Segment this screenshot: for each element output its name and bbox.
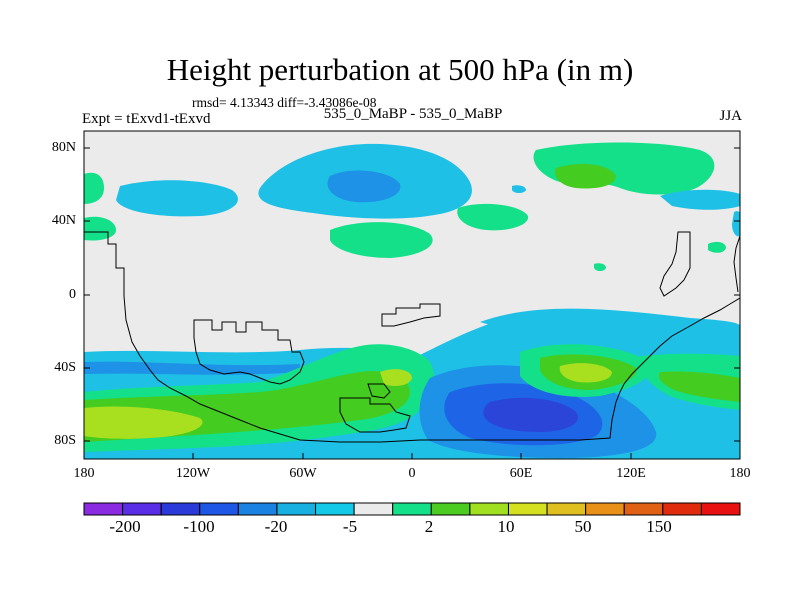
contour-north-lightblue-small xyxy=(512,185,526,193)
colorbar-label-neg5: -5 xyxy=(342,517,358,536)
contour-north-teal-left xyxy=(84,172,104,204)
lon-tick-0: 0 xyxy=(408,466,416,481)
contour-south-yellowgreen-2 xyxy=(380,369,412,386)
contour-field xyxy=(84,131,740,459)
contour-north-teal-pacific xyxy=(330,222,433,258)
contour-north-darkgreen-arctic xyxy=(554,163,616,189)
contour-south-darkblue-core xyxy=(483,397,579,432)
colorbar-label-neg100: -100 xyxy=(183,517,215,536)
contour-north-lightblue-right xyxy=(660,189,740,210)
lat-tick-0: 0 xyxy=(69,287,76,302)
coastline-island-3 xyxy=(367,383,391,399)
contour-indian-yellowgreen xyxy=(559,363,612,383)
colorbar-label-2: 2 xyxy=(424,517,434,536)
contour-north-midblue-pacific xyxy=(327,170,401,203)
coastline-island-1 xyxy=(381,303,441,327)
coastline-left-landmass xyxy=(84,231,740,443)
case-label: 535_0_MaBP - 535_0_MaBP xyxy=(323,106,503,122)
rmsd-diff-stats: rmsd= 4.13343 diff=-3.43086e-08 xyxy=(192,95,377,110)
coastline-small-continent xyxy=(193,319,305,385)
coastline-island-2 xyxy=(339,397,411,433)
lon-tick-180-left: 180 xyxy=(73,466,95,481)
lat-tick-40s: 40S xyxy=(54,360,76,375)
contour-north-teal-right xyxy=(708,241,726,253)
colorbar-swatch xyxy=(623,502,664,516)
lon-tick-120w: 120W xyxy=(175,466,211,481)
colorbar-swatch xyxy=(199,502,239,516)
contour-north-lightblue-right-2 xyxy=(732,211,740,237)
colorbar-swatch xyxy=(585,502,625,516)
colorbar-swatch xyxy=(276,502,317,516)
coastline-right-peninsula xyxy=(659,231,691,297)
colorbar-swatch xyxy=(315,502,355,516)
colorbar-swatch xyxy=(700,502,741,516)
coastlines xyxy=(84,231,740,443)
colorbar-swatch xyxy=(430,502,471,516)
colorbar-swatch xyxy=(160,502,201,516)
contour-north-lightblue-left xyxy=(116,180,238,217)
lat-tick-80n: 80N xyxy=(51,140,76,155)
lon-tick-marks xyxy=(83,453,741,459)
contour-north-teal-mid xyxy=(457,203,529,231)
colorbar-swatch xyxy=(392,502,432,516)
lat-tick-marks xyxy=(84,147,740,442)
lon-tick-180-right: 180 xyxy=(729,466,751,481)
colorbar xyxy=(83,502,741,516)
colorbar-swatch xyxy=(507,502,548,516)
contour-south-yellowgreen xyxy=(84,406,203,439)
colorbar-label-neg20: -20 xyxy=(264,517,288,536)
contour-south-green-right xyxy=(658,371,740,402)
colorbar-label-150: 150 xyxy=(646,517,672,536)
contour-north-teal-small xyxy=(594,263,606,271)
lat-tick-40n: 40N xyxy=(51,213,76,228)
colorbar-swatch xyxy=(237,502,278,516)
colorbar-swatch xyxy=(83,502,124,516)
coastline-right-edge xyxy=(733,235,740,293)
lon-tick-120e: 120E xyxy=(616,466,646,481)
colorbar-swatch xyxy=(662,502,702,516)
colorbar-swatch xyxy=(122,502,162,516)
colorbar-label-50: 50 xyxy=(574,517,592,536)
contour-south-lightblue-upper xyxy=(480,308,740,340)
colorbar-label-neg200: -200 xyxy=(109,517,141,536)
map-title: Height perturbation at 500 hPa (in m) xyxy=(166,52,634,87)
colorbar-swatch xyxy=(353,502,394,516)
colorbar-swatch xyxy=(469,502,509,516)
contour-south-midblue-left xyxy=(84,361,300,375)
experiment-label: Expt = tExvd1-tExvd xyxy=(82,111,211,127)
season-label: JJA xyxy=(719,108,742,124)
colorbar-label-10: 10 xyxy=(497,517,515,536)
lon-tick-60w: 60W xyxy=(289,466,317,481)
lat-tick-80s: 80S xyxy=(54,433,76,448)
colorbar-swatch xyxy=(546,502,587,516)
lon-tick-60e: 60E xyxy=(509,466,533,481)
